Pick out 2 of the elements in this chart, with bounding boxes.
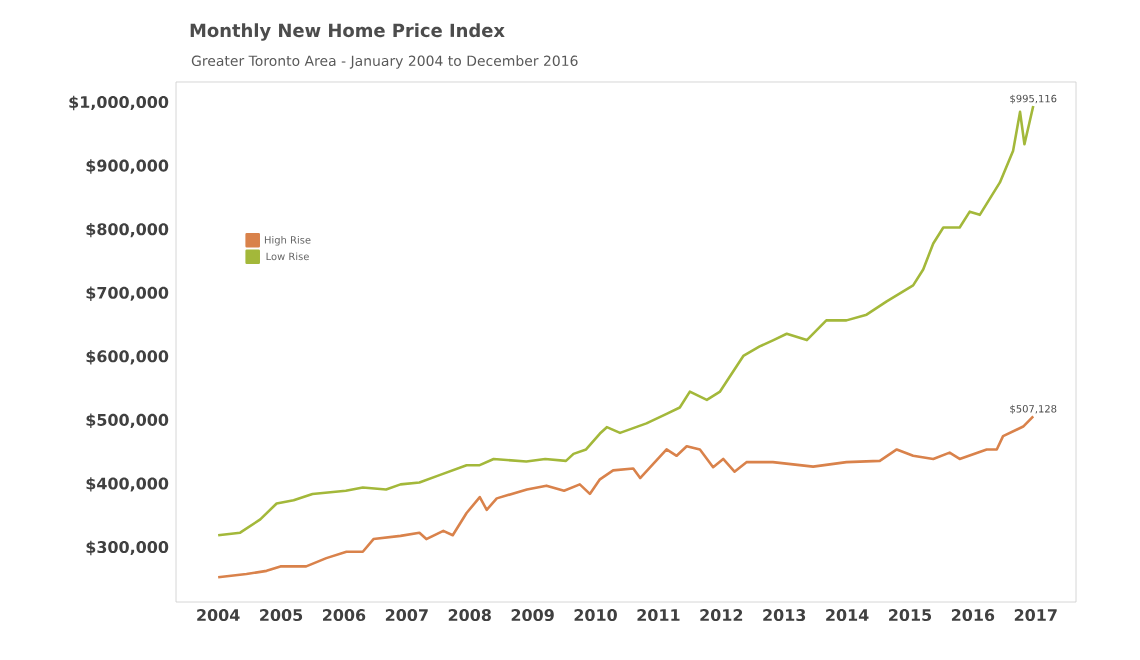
chart-title: Monthly New Home Price Index bbox=[190, 23, 505, 41]
line-series bbox=[216, 414, 1035, 579]
